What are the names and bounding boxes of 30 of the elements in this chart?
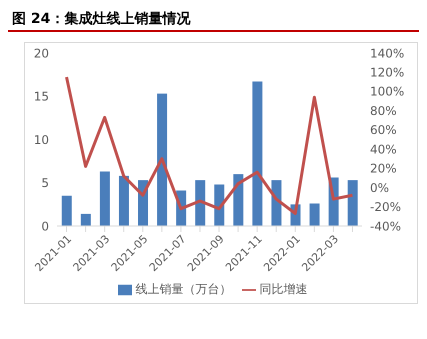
y2-tick-label: 100% bbox=[370, 84, 404, 99]
y-tick-label: 5 bbox=[41, 176, 49, 190]
y-tick-label: 10 bbox=[34, 132, 49, 147]
bar bbox=[62, 196, 72, 226]
y2-tick-label: 60% bbox=[370, 123, 397, 138]
y2-tick-label: 80% bbox=[370, 104, 397, 118]
y-tick-label: 20 bbox=[34, 46, 49, 60]
bar bbox=[348, 180, 358, 226]
y2-tick-label: -40% bbox=[370, 219, 402, 234]
y2-tick-label: 0% bbox=[370, 180, 390, 195]
y2-tick-label: -20% bbox=[370, 200, 402, 214]
y2-tick-label: 20% bbox=[370, 162, 397, 176]
y2-tick-label: 140% bbox=[370, 46, 404, 60]
bar bbox=[252, 82, 262, 226]
y2-tick-label: 40% bbox=[370, 142, 397, 156]
line-series bbox=[65, 76, 354, 216]
bar bbox=[310, 204, 320, 226]
y-tick-label: 15 bbox=[34, 90, 49, 104]
bar bbox=[157, 94, 168, 226]
bar bbox=[195, 180, 206, 226]
bar bbox=[100, 172, 110, 226]
bar bbox=[271, 180, 282, 226]
bar bbox=[233, 174, 244, 226]
y-tick-label: 0 bbox=[41, 219, 49, 234]
legend-label: 同比增速 bbox=[260, 282, 308, 296]
y2-tick-label: 120% bbox=[370, 65, 404, 80]
bar bbox=[80, 214, 91, 226]
legend-label: 线上销量（万台） bbox=[136, 282, 232, 296]
chart-title: 图 24：集成灶线上销量情况 bbox=[8, 8, 419, 32]
bar bbox=[118, 176, 129, 226]
